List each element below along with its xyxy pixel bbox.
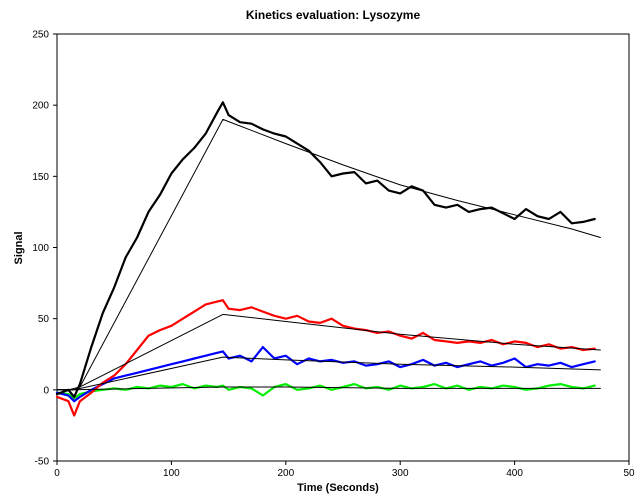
y-tick-label: -50 <box>35 457 50 468</box>
x-tick-label: 400 <box>506 468 523 479</box>
y-tick-label: 200 <box>32 101 49 112</box>
x-tick-label: 50 <box>623 468 635 479</box>
x-tick-label: 300 <box>392 468 409 479</box>
y-axis-label: Signal <box>13 231 25 264</box>
fit-curve-line <box>56 118 601 391</box>
y-tick-label: 250 <box>32 30 49 41</box>
x-axis-label: Time (Seconds) <box>297 482 379 494</box>
x-tick-label: 200 <box>277 468 294 479</box>
measured-series-line <box>55 101 596 398</box>
x-tick-label: 100 <box>163 468 180 479</box>
fit-curve-line <box>56 386 601 391</box>
y-tick-label: 100 <box>32 243 49 254</box>
axes: 0 100 200 300 400 50 -50 0 50 100 150 200 250 <box>32 30 635 480</box>
y-tick-label: 150 <box>32 172 49 183</box>
y-tick-label: 50 <box>38 314 50 325</box>
measured-series-line <box>55 346 596 403</box>
x-tick-label: 0 <box>54 468 60 479</box>
fit-curve-line <box>56 313 601 391</box>
measured-series-line <box>55 383 596 400</box>
plot-frame <box>56 33 630 462</box>
chart-title: Kinetics evaluation: Lysozyme <box>246 8 421 22</box>
y-tick-label: 0 <box>43 385 49 396</box>
series-layer <box>55 101 601 417</box>
